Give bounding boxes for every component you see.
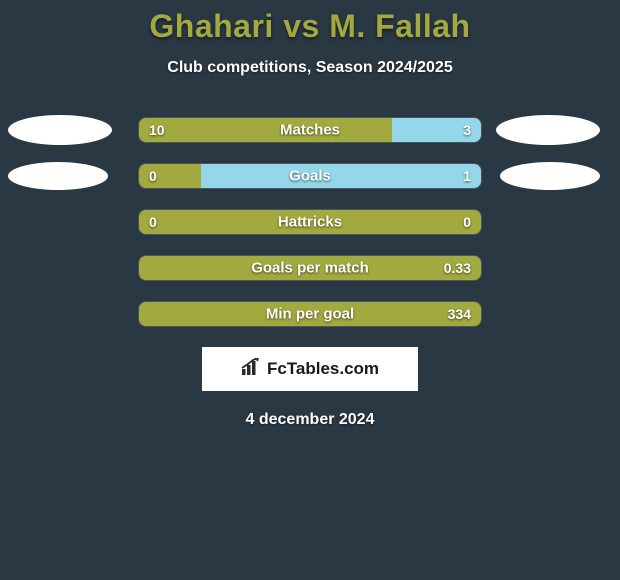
stat-bar: 0.33Goals per match [138,255,482,281]
stat-label: Min per goal [139,306,481,323]
player1-avatar [8,162,108,190]
stat-bar: 01Goals [138,163,482,189]
stat-row: 103Matches [0,117,620,143]
site-logo[interactable]: FcTables.com [202,347,418,391]
stat-row: 00Hattricks [0,209,620,235]
comparison-card: Ghahari vs M. Fallah Club competitions, … [0,0,620,429]
stat-label: Goals per match [139,260,481,277]
logo-text: FcTables.com [267,359,379,379]
stat-bar: 334Min per goal [138,301,482,327]
stat-label: Goals [139,168,481,185]
comparison-date: 4 december 2024 [0,411,620,429]
player1-avatar [8,115,112,145]
page-title: Ghahari vs M. Fallah [0,8,620,45]
subtitle: Club competitions, Season 2024/2025 [0,59,620,77]
chart-icon [241,358,263,381]
stat-label: Matches [139,122,481,139]
stat-bar: 103Matches [138,117,482,143]
stats-area: 103Matches 01Goals 00Hattricks 0.33Goals pe… [0,117,620,327]
stat-row: 01Goals [0,163,620,189]
stat-row: 334Min per goal [0,301,620,327]
stat-row: 0.33Goals per match [0,255,620,281]
player2-avatar [496,115,600,145]
stat-bar: 00Hattricks [138,209,482,235]
player2-avatar [500,162,600,190]
stat-label: Hattricks [139,214,481,231]
